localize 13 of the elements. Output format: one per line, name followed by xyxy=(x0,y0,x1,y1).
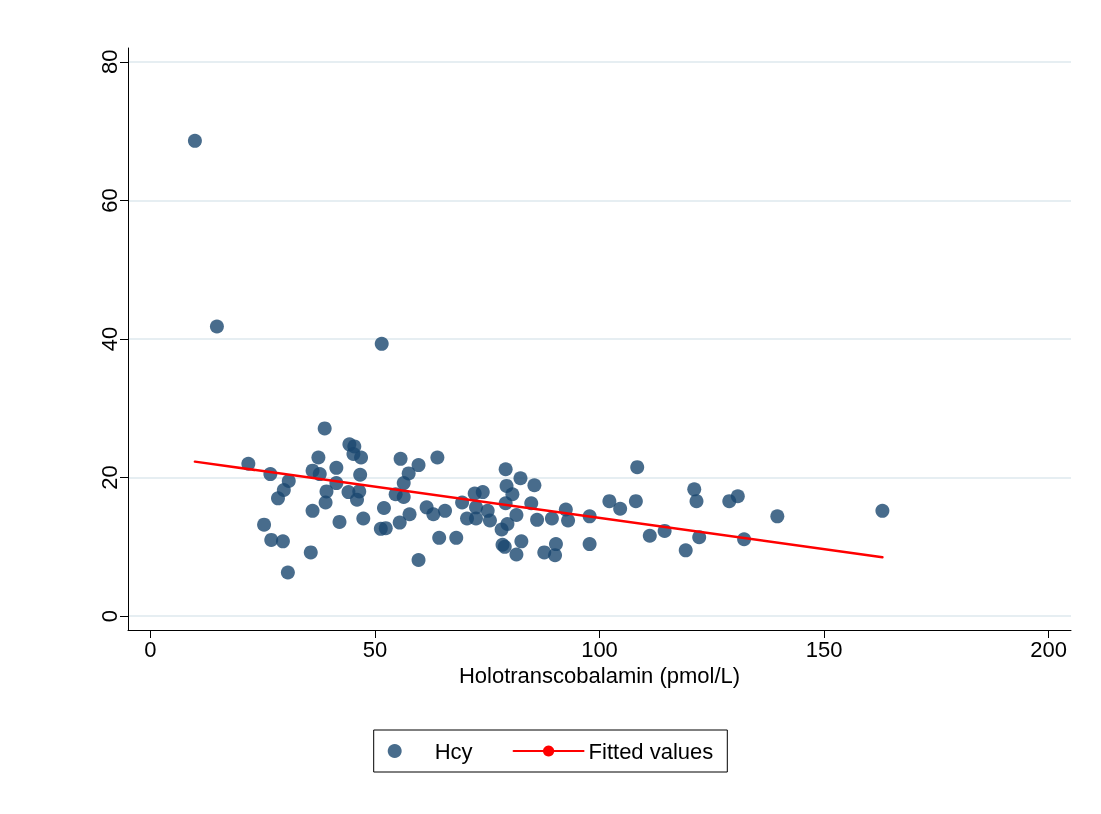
y-tick-label: 20 xyxy=(96,465,122,490)
y-tick-label: 80 xyxy=(96,49,122,75)
x-tick-label: 50 xyxy=(362,636,388,662)
y-tick-label: 60 xyxy=(96,188,122,213)
legend-label: Hcy xyxy=(434,738,473,764)
x-tick-label: 200 xyxy=(1030,636,1067,662)
legend-label: Fitted values xyxy=(588,738,714,764)
x-tick-label: 0 xyxy=(144,636,157,662)
x-tick-label: 150 xyxy=(805,636,843,662)
y-tick-label: 40 xyxy=(96,326,122,352)
y-tick-label: 0 xyxy=(96,610,122,623)
x-axis-title: Holotranscobalamin (pmol/L) xyxy=(458,663,741,689)
x-tick-label: 100 xyxy=(581,636,618,662)
